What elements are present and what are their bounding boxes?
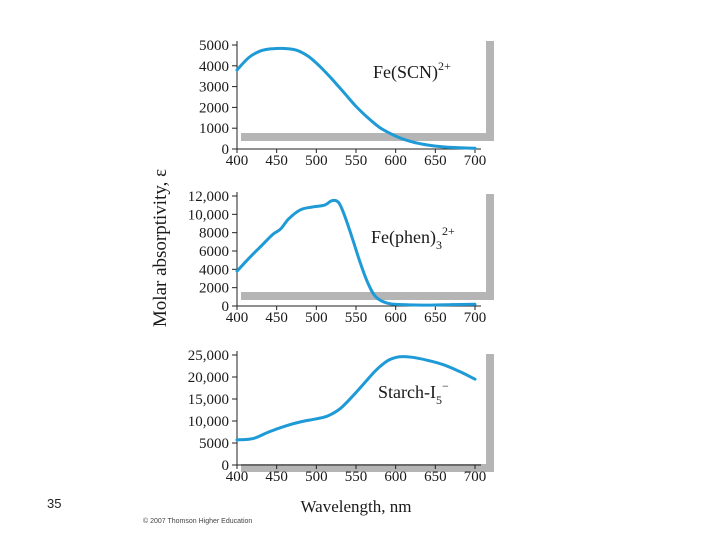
x-tick-label: 500 bbox=[305, 469, 328, 485]
compound-label-subscript: 3 bbox=[436, 238, 442, 252]
compound-label-superscript: 2+ bbox=[442, 224, 455, 238]
x-tick-label: 400 bbox=[226, 153, 249, 169]
y-tick-label: 0 bbox=[222, 142, 230, 158]
y-tick-label: 5000 bbox=[199, 436, 229, 452]
x-tick-label: 700 bbox=[464, 153, 487, 169]
x-tick-label: 400 bbox=[226, 310, 249, 326]
y-tick-label: 6000 bbox=[199, 244, 229, 260]
compound-label-subscript: 5 bbox=[436, 393, 442, 407]
y-axis-label: Molar absorptivity, ε bbox=[150, 169, 171, 327]
compound-label: Fe(phen)32+ bbox=[371, 224, 455, 252]
x-tick-label: 450 bbox=[265, 153, 288, 169]
x-tick-label: 450 bbox=[265, 469, 288, 485]
x-tick-label: 700 bbox=[464, 310, 487, 326]
slide-number: 35 bbox=[47, 496, 62, 511]
y-tick-label: 4000 bbox=[199, 59, 229, 75]
x-tick-label: 700 bbox=[464, 469, 487, 485]
y-tick-label: 12,000 bbox=[188, 189, 229, 205]
x-tick-label: 550 bbox=[345, 310, 368, 326]
x-tick-label: 650 bbox=[424, 310, 447, 326]
y-tick-label: 3000 bbox=[199, 80, 229, 96]
x-tick-label: 650 bbox=[424, 153, 447, 169]
y-tick-label: 1000 bbox=[199, 121, 229, 137]
y-tick-label: 4000 bbox=[199, 262, 229, 278]
x-tick-label: 600 bbox=[384, 310, 407, 326]
plot-panel bbox=[237, 37, 486, 133]
y-tick-label: 2000 bbox=[199, 100, 229, 116]
spectrum-curve bbox=[235, 46, 477, 150]
y-tick-label: 2000 bbox=[199, 281, 229, 297]
x-tick-label: 650 bbox=[424, 469, 447, 485]
x-tick-label: 550 bbox=[345, 153, 368, 169]
spectrum-panel-1: 0 1000 2000 3000 4000 5000 400 450 500 550 600 650 7… bbox=[199, 37, 494, 169]
x-axis-label: Wavelength, nm bbox=[301, 497, 412, 516]
y-tick-label: 0 bbox=[222, 299, 230, 315]
compound-label-main: Starch-I bbox=[378, 382, 436, 402]
compound-label: Fe(SCN)2+ bbox=[373, 59, 451, 83]
x-tick-label: 500 bbox=[305, 310, 328, 326]
plot-panel bbox=[237, 350, 486, 464]
x-tick-label: 400 bbox=[226, 469, 249, 485]
y-tick-label: 10,000 bbox=[188, 207, 229, 223]
y-tick-label: 20,000 bbox=[188, 370, 229, 386]
y-tick-label: 10,000 bbox=[188, 414, 229, 430]
compound-label: Starch-I5− bbox=[378, 379, 449, 407]
spectrum-panel-2: 0 2000 4000 6000 8000 10,000 12,000 400 450 500 55… bbox=[188, 189, 494, 326]
copyright-note: © 2007 Thomson Higher Education bbox=[143, 518, 253, 525]
x-tick-label: 500 bbox=[305, 153, 328, 169]
x-tick-label: 450 bbox=[265, 310, 288, 326]
y-tick-label: 5000 bbox=[199, 38, 229, 54]
compound-label-superscript: − bbox=[442, 379, 449, 393]
x-tick-label: 600 bbox=[384, 153, 407, 169]
compound-label-main: Fe(SCN) bbox=[373, 62, 438, 83]
x-tick-label: 600 bbox=[384, 469, 407, 485]
y-tick-label: 0 bbox=[222, 458, 230, 474]
compound-label-main: Fe(phen) bbox=[371, 227, 436, 248]
spectrum-curve bbox=[235, 355, 477, 442]
spectrum-curve bbox=[235, 198, 477, 307]
x-tick-label: 550 bbox=[345, 469, 368, 485]
y-tick-label: 8000 bbox=[199, 226, 229, 242]
compound-label-superscript: 2+ bbox=[438, 59, 451, 73]
plot-panel bbox=[237, 190, 486, 292]
y-tick-label: 15,000 bbox=[188, 392, 229, 408]
y-tick-label: 25,000 bbox=[188, 348, 229, 364]
